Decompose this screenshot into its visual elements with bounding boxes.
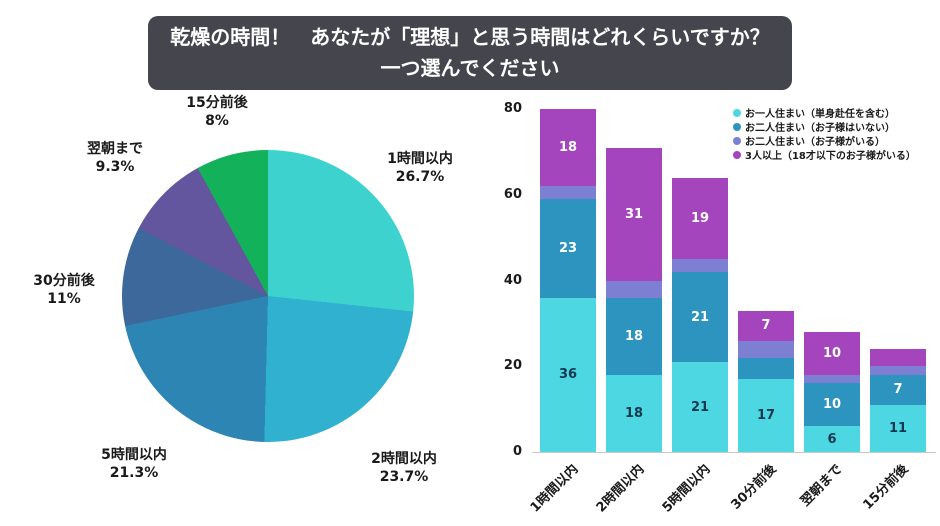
bar-segment: 31 [606, 147, 662, 281]
bar-segment: 18 [606, 374, 662, 452]
bar-segment: 10 [804, 331, 860, 375]
bar-segment: 10 [804, 383, 860, 427]
pie-label-value: 11% [47, 291, 81, 308]
y-tick-20: 20 [503, 358, 522, 374]
bar-segment [606, 280, 662, 298]
bar-2時間以内: 18 18 31 [606, 147, 662, 452]
legend-label: お一人住まい（単身赴任を含む） [745, 109, 895, 120]
x-label-1時間以内: 1時間以内 [527, 461, 582, 516]
bar-segment: 11 [870, 404, 926, 452]
y-tick-60: 60 [503, 186, 522, 202]
pie-label-value: 26.7% [395, 169, 445, 186]
y-tick-40: 40 [503, 272, 522, 288]
bar-segment: 21 [672, 362, 728, 452]
bar-segment: 18 [540, 109, 596, 187]
bar-segment: 19 [672, 177, 728, 260]
legend-item: お二人住まい（お子様はいない） [733, 120, 916, 134]
y-tick-80: 80 [503, 101, 522, 116]
legend-item: 3人以上（18才以下のお子様がいる） [733, 148, 916, 162]
bar-segment [738, 340, 794, 358]
pie-label-around-15-min: 15分前後 8% [172, 94, 262, 130]
title-line-2: 一つ選んでください [380, 56, 560, 80]
bar-segment: 21 [672, 272, 728, 362]
legend-item: お一人住まい（単身赴任を含む） [733, 106, 916, 120]
pie-label-name: 30分前後 [33, 273, 95, 289]
bar-segment: 6 [804, 426, 860, 452]
bar-segment [738, 357, 794, 380]
bar-segment: 7 [738, 310, 794, 341]
bar-segment: 18 [606, 297, 662, 375]
bar-segment [672, 259, 728, 272]
bar-segment: 36 [540, 297, 596, 452]
bar-15分前後: 11 7 [870, 349, 926, 452]
pie-label-name: 15分前後 [186, 95, 248, 111]
pie-label-name: 2時間以内 [371, 451, 437, 467]
legend-dot-icon [733, 108, 741, 117]
bar-翌朝まで: 6 10 10 [804, 331, 860, 452]
legend-label: 3人以上（18才以下のお子様がいる） [745, 151, 916, 162]
pie-label-name: 翌朝まで [87, 141, 143, 157]
pie-label-within-1-hour: 1時間以内 26.7% [375, 150, 465, 186]
legend-dot-icon [733, 122, 741, 131]
title-line-1: 乾燥の時間！ あなたが「理想」と思う時間はどれくらいですか？ [170, 25, 770, 49]
pie-label-value: 9.3% [95, 159, 135, 176]
bar-plot-area: 36 23 18 18 18 31 21 21 19 17 7 6 10 10 11 7 [532, 109, 936, 453]
pie-label-around-30-min: 30分前後 11% [19, 272, 109, 308]
bar-segment [804, 374, 860, 384]
bar-segment [540, 186, 596, 200]
pie-label-name: 1時間以内 [387, 151, 453, 167]
pie-label-value: 8% [205, 113, 229, 130]
bar-segment: 7 [870, 374, 926, 405]
bar-segment: 17 [738, 379, 794, 452]
legend: お一人住まい（単身赴任を含む） お二人住まい（お子様はいない） お二人住まい（お子様… [733, 106, 916, 162]
title-banner: 乾燥の時間！ あなたが「理想」と思う時間はどれくらいですか？ 一つ選んでください [148, 16, 792, 90]
bar-5時間以内: 21 21 19 [672, 177, 728, 452]
bar-1時間以内: 36 23 18 [540, 109, 596, 452]
bar-segment [870, 366, 926, 375]
pie-label-value: 23.7% [379, 469, 429, 486]
legend-label: お二人住まい（お子様がいる） [745, 137, 885, 148]
legend-item: お二人住まい（お子様がいる） [733, 134, 916, 148]
bar-segment: 23 [540, 199, 596, 298]
legend-dot-icon [733, 150, 741, 159]
pie-label-within-2-hours: 2時間以内 23.7% [359, 450, 449, 486]
pie-label-until-next-morning: 翌朝まで 9.3% [70, 140, 160, 176]
bar-segment [870, 349, 926, 367]
pie-label-value: 21.3% [109, 465, 159, 482]
pie-chart [122, 150, 414, 442]
pie-label-name: 5時間以内 [101, 447, 167, 463]
legend-label: お二人住まい（お子様はいない） [745, 123, 895, 134]
y-tick-0: 0 [512, 444, 522, 459]
pie-label-within-5-hours: 5時間以内 21.3% [89, 446, 179, 482]
legend-dot-icon [733, 136, 741, 145]
bar-30分前後: 17 7 [738, 310, 794, 452]
